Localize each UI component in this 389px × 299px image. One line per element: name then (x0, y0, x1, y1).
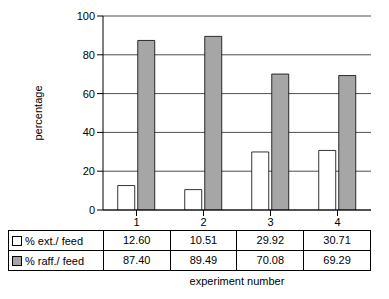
html-text:87.40: 87.40 (122, 254, 151, 266)
html-text:30.71: 30.71 (323, 234, 351, 246)
html-text:29.92: 29.92 (256, 234, 284, 246)
svg-text:0: 0 (89, 204, 95, 216)
html-text:% raff./ feed: % raff./ feed (25, 254, 85, 267)
svg-text:4: 4 (334, 216, 340, 228)
svg-text:3: 3 (267, 216, 273, 228)
svg-text:20: 20 (83, 165, 95, 177)
svg-text:60: 60 (83, 88, 95, 100)
html-text:10.51: 10.51 (189, 234, 218, 246)
svg-text:1: 1 (133, 216, 139, 228)
html-text:89.49: 89.49 (189, 254, 218, 266)
html-text:12.60: 12.60 (122, 234, 151, 246)
svg-text:80: 80 (83, 49, 95, 61)
html-text:experiment number: experiment number (189, 275, 285, 287)
html-text:70.08: 70.08 (256, 254, 284, 266)
html-text:69.29: 69.29 (323, 254, 351, 266)
svg-text:40: 40 (83, 126, 95, 138)
svg-text:percentage: percentage (32, 85, 44, 140)
html-text:% ext./ feed: % ext./ feed (25, 234, 84, 247)
svg-text:100: 100 (77, 10, 95, 22)
svg-text:2: 2 (200, 216, 206, 228)
